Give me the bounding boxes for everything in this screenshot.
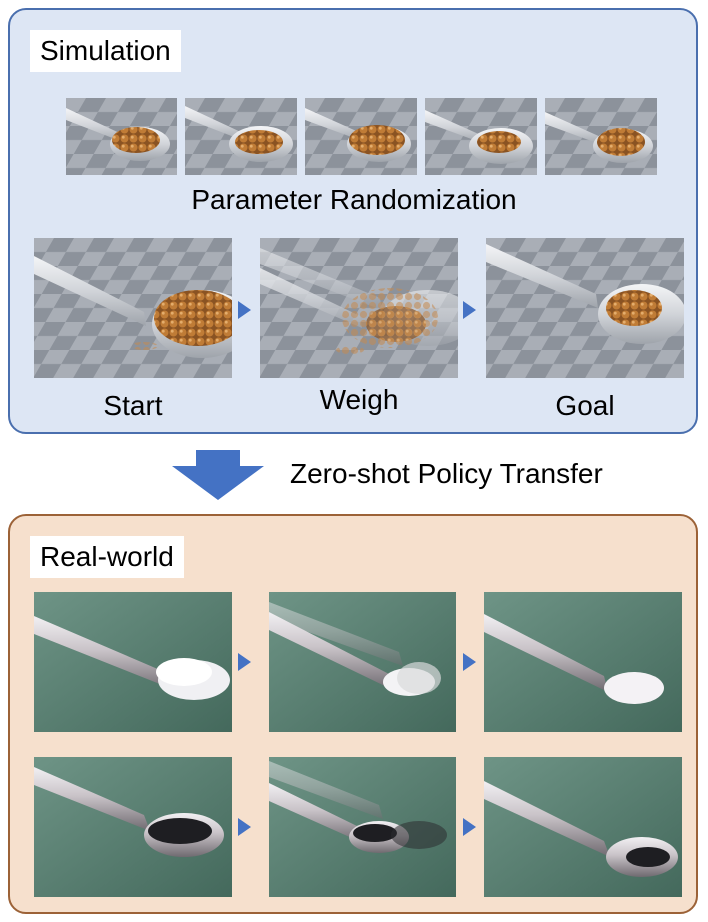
randomization-image-3 — [305, 98, 417, 175]
real-white-goal-image — [484, 592, 682, 732]
sim-start-image — [34, 238, 232, 378]
real-arrow-4 — [463, 818, 476, 836]
sim-arrow-1 — [238, 301, 251, 319]
real-arrow-3 — [238, 818, 251, 836]
real-black-weigh-image — [269, 757, 456, 897]
randomization-image-4 — [425, 98, 537, 175]
parameter-randomization-label: Parameter Randomization — [191, 184, 517, 215]
sim-goal-image — [486, 238, 684, 378]
transfer-arrow — [170, 450, 266, 500]
randomization-image-1 — [66, 98, 177, 175]
real-world-title: Real-world — [30, 536, 184, 578]
real-arrow-1 — [238, 653, 251, 671]
real-black-start-image — [34, 757, 232, 897]
transfer-label: Zero-shot Policy Transfer — [290, 458, 603, 489]
step-label-goal: Goal — [555, 390, 615, 421]
real-arrow-2 — [463, 653, 476, 671]
simulation-title: Simulation — [30, 30, 181, 72]
step-label-start: Start — [103, 390, 163, 421]
randomization-image-5 — [545, 98, 657, 175]
sim-weigh-image — [260, 238, 458, 378]
sim-arrow-2 — [463, 301, 476, 319]
step-label-weigh: Weigh — [319, 384, 399, 415]
real-white-weigh-image — [269, 592, 456, 732]
randomization-image-2 — [185, 98, 297, 175]
real-white-start-image — [34, 592, 232, 732]
real-black-goal-image — [484, 757, 682, 897]
